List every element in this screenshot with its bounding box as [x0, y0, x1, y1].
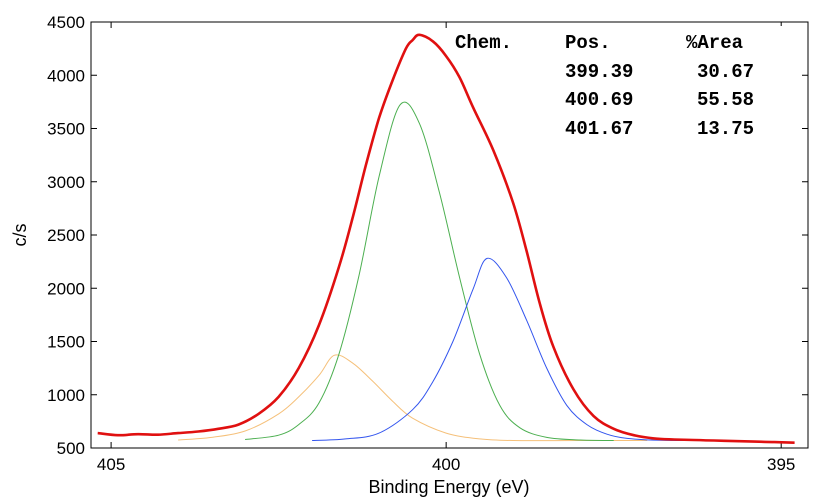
y-tick-label: 2000 [47, 279, 85, 298]
x-tick-label: 395 [767, 455, 795, 474]
y-tick-label: 3000 [47, 173, 85, 192]
table-row-area: 30.67 [697, 61, 754, 83]
table-row-pos: 399.39 [565, 61, 633, 83]
table-header-pos: Pos. [565, 32, 611, 54]
y-tick-label: 1000 [47, 386, 85, 405]
y-tick-label: 3500 [47, 120, 85, 139]
peak-table: Chem. Pos. %Area 399.39 30.67 400.69 55.… [452, 26, 782, 140]
y-tick-label: 2500 [47, 226, 85, 245]
table-row-pos: 401.67 [565, 118, 633, 140]
y-axis: 500 1000 1500 2000 2500 3000 3500 4000 4500 [47, 13, 808, 458]
table-header-area: %Area [686, 32, 743, 54]
envelope-line [97, 33, 795, 444]
component-peak-line [312, 257, 715, 442]
table-row-area: 13.75 [697, 118, 754, 140]
table-header-chem: Chem. [455, 32, 512, 54]
x-axis: 405 400 395 [97, 22, 795, 474]
y-tick-label: 4500 [47, 13, 85, 32]
y-tick-label: 1500 [47, 333, 85, 352]
y-tick-label: 500 [57, 439, 85, 458]
y-axis-title: c/s [10, 223, 30, 246]
x-axis-title: Binding Energy (eV) [368, 477, 529, 497]
series-layer [97, 33, 795, 444]
x-tick-label: 405 [97, 455, 125, 474]
table-row-pos: 400.69 [565, 89, 633, 111]
x-tick-label: 400 [432, 455, 460, 474]
table-row-area: 55.58 [697, 89, 754, 111]
component-peak-line [245, 101, 614, 441]
y-tick-label: 4000 [47, 66, 85, 85]
component-peak-line [178, 354, 648, 442]
